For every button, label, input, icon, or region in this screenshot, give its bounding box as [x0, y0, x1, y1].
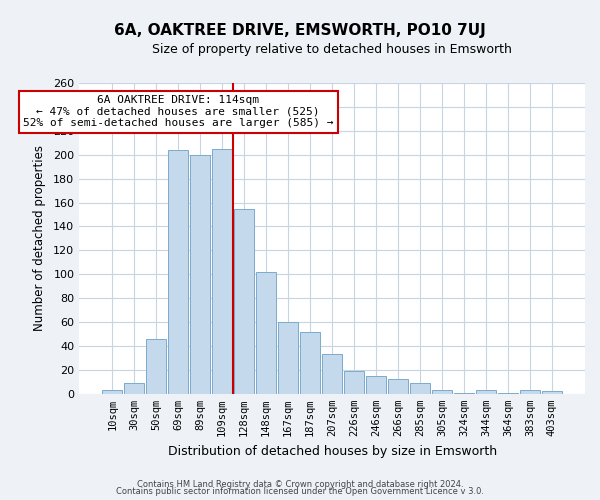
Text: Contains HM Land Registry data © Crown copyright and database right 2024.: Contains HM Land Registry data © Crown c… [137, 480, 463, 489]
Bar [190, 155, 211, 394]
Bar [476, 390, 496, 394]
Bar [498, 392, 518, 394]
Bar [410, 383, 430, 394]
Bar [212, 149, 232, 394]
Bar [168, 150, 188, 394]
Bar [454, 392, 474, 394]
Bar [256, 272, 276, 394]
Text: 6A OAKTREE DRIVE: 114sqm
← 47% of detached houses are smaller (525)
52% of semi-: 6A OAKTREE DRIVE: 114sqm ← 47% of detach… [23, 95, 334, 128]
Bar [146, 339, 166, 394]
Bar [322, 354, 342, 394]
Bar [344, 371, 364, 394]
Bar [388, 380, 408, 394]
Bar [124, 383, 145, 394]
Text: 6A, OAKTREE DRIVE, EMSWORTH, PO10 7UJ: 6A, OAKTREE DRIVE, EMSWORTH, PO10 7UJ [114, 22, 486, 38]
Bar [102, 390, 122, 394]
Bar [278, 322, 298, 394]
Y-axis label: Number of detached properties: Number of detached properties [33, 146, 46, 332]
Bar [300, 332, 320, 394]
X-axis label: Distribution of detached houses by size in Emsworth: Distribution of detached houses by size … [167, 444, 497, 458]
Bar [366, 376, 386, 394]
Bar [542, 392, 562, 394]
Bar [234, 208, 254, 394]
Bar [520, 390, 540, 394]
Bar [432, 390, 452, 394]
Text: Contains public sector information licensed under the Open Government Licence v : Contains public sector information licen… [116, 488, 484, 496]
Title: Size of property relative to detached houses in Emsworth: Size of property relative to detached ho… [152, 42, 512, 56]
